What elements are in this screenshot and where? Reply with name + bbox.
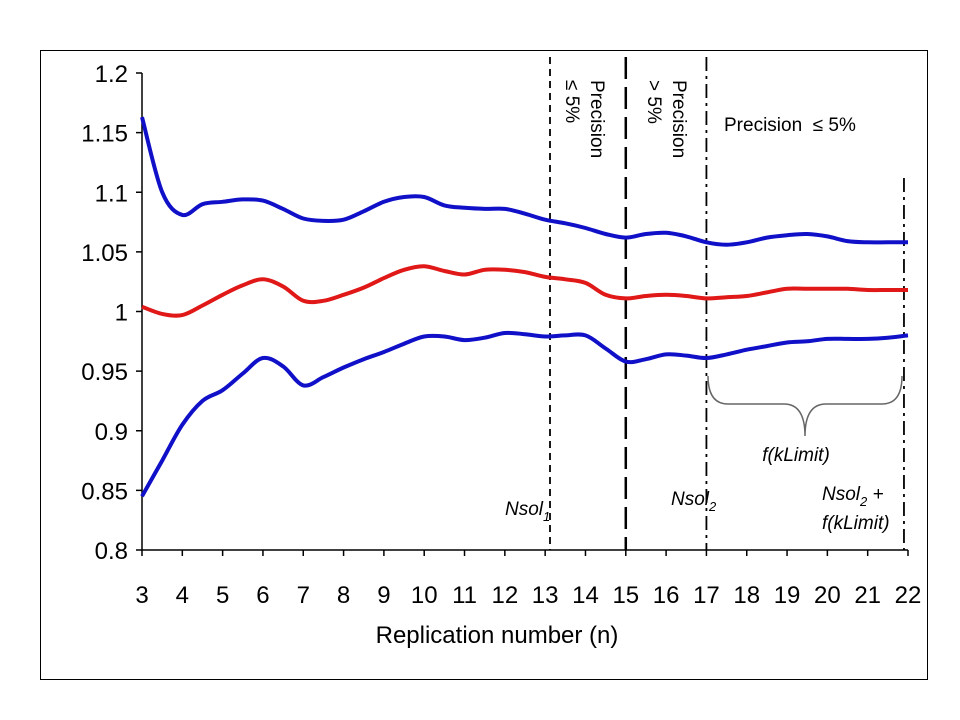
x-tick-label: 22 [895, 582, 922, 609]
x-tick-label: 3 [135, 582, 148, 609]
series-line [141, 264, 908, 318]
series-line [140, 330, 909, 498]
precision-b-line1: Precision [668, 80, 689, 158]
precision-a-line1: Precision [586, 80, 607, 158]
y-tick-label: 1.2 [95, 61, 128, 88]
chart-frame [40, 50, 928, 680]
precision-c-label: Precision ≤ 5% [724, 115, 856, 136]
x-tick-label: 18 [733, 582, 760, 609]
y-tick-label: 1 [115, 300, 128, 327]
y-tick-label: 0.85 [81, 478, 128, 505]
y-tick-label: 0.8 [95, 538, 128, 565]
nsol2-plus-label: Nsol2 + [822, 484, 884, 509]
brace [707, 375, 903, 437]
reference-lines [549, 57, 905, 550]
x-tick-label: 6 [256, 582, 269, 609]
x-ticks: 3 4 5 6 7 8 9 10 11 12 13 14 15 16 17 18 19 20 21 22 [135, 550, 921, 609]
x-tick-label: 21 [854, 582, 881, 609]
x-tick-label: 7 [297, 582, 310, 609]
x-tick-label: 20 [814, 582, 841, 609]
x-tick-label: 10 [411, 582, 438, 609]
x-tick-label: 4 [176, 582, 189, 609]
x-tick-label: 12 [491, 582, 518, 609]
y-tick-label: 1.05 [81, 240, 128, 267]
nsol2-label: Nsol2 [671, 489, 717, 514]
series-group [140, 116, 909, 498]
x-tick-label: 8 [337, 582, 350, 609]
y-tick-label: 0.9 [95, 419, 128, 446]
x-tick-label: 13 [532, 582, 559, 609]
series-line [140, 116, 908, 247]
x-tick-label: 5 [216, 582, 229, 609]
y-ticks: 0.8 0.85 0.9 0.95 1 1.05 1.1 1.15 1.2 [81, 61, 142, 565]
precision-a-line2: ≤ 5% [561, 80, 582, 123]
y-tick-label: 1.1 [95, 180, 128, 207]
y-tick-label: 1.15 [81, 121, 128, 148]
nsol2-plus-fklimit-label: f(kLimit) [822, 513, 890, 534]
x-tick-label: 19 [774, 582, 801, 609]
x-tick-label: 14 [572, 582, 599, 609]
x-tick-label: 15 [612, 582, 639, 609]
brace-label: f(kLimit) [762, 445, 830, 466]
nsol1-label: Nsol1 [505, 499, 550, 524]
x-axis-title: Replication number (n) [376, 622, 619, 649]
x-tick-label: 9 [377, 582, 390, 609]
x-tick-label: 17 [693, 582, 720, 609]
x-tick-label: 16 [653, 582, 680, 609]
x-tick-label: 11 [452, 582, 477, 609]
precision-b-line2: > 5% [643, 80, 664, 124]
y-tick-label: 0.95 [81, 359, 128, 386]
